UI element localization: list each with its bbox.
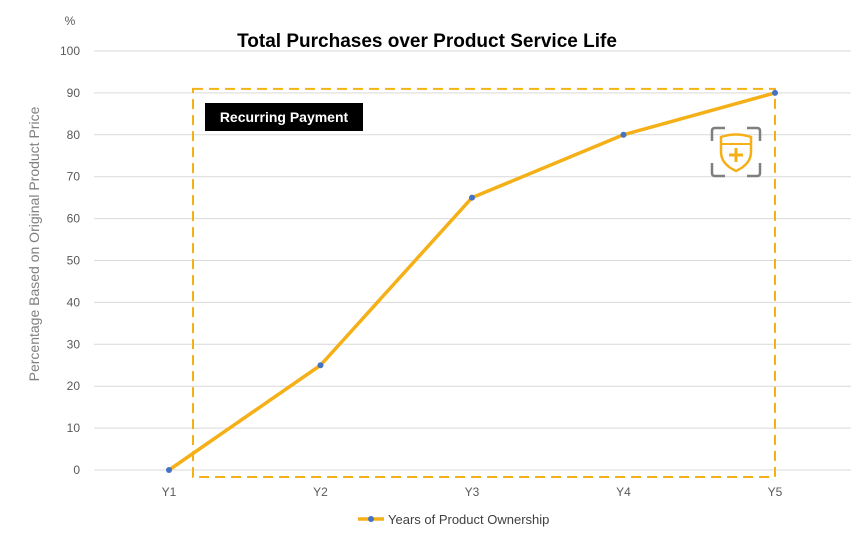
gridlines — [94, 50, 851, 471]
y-axis-unit: % — [65, 14, 76, 28]
chart-title: Total Purchases over Product Service Lif… — [237, 31, 617, 52]
y-tick-label-10: 10 — [67, 421, 81, 435]
legend[interactable]: Years of Product Ownership — [358, 512, 549, 527]
data-point-y5 — [772, 89, 778, 96]
legend-marker-swatch — [368, 516, 374, 522]
badge-label: Recurring Payment — [220, 109, 349, 125]
y-tick-label-0: 0 — [73, 463, 80, 477]
x-tick-label-y5: Y5 — [768, 485, 783, 499]
recurring-payment-badge: Recurring Payment — [205, 103, 363, 131]
y-tick-label-100: 100 — [60, 44, 80, 58]
y-tick-label-60: 60 — [67, 212, 81, 226]
y-tick-label-20: 20 — [67, 379, 81, 393]
shield-plus-icon — [710, 126, 762, 178]
y-tick-label-40: 40 — [67, 295, 81, 309]
recurring-payment-region — [192, 87, 776, 479]
x-tick-label-y1: Y1 — [162, 485, 177, 499]
y-tick-label-30: 30 — [67, 337, 81, 351]
x-tick-label-y3: Y3 — [465, 485, 480, 499]
y-axis-ticks: 0 10 20 30 40 50 60 70 80 90 100 — [60, 44, 80, 477]
x-axis-ticks: Y1 Y2 Y3 Y4 Y5 — [162, 485, 783, 499]
badge-background — [205, 103, 363, 131]
data-point-y4 — [620, 131, 627, 138]
series-line-years-of-product-ownership — [167, 91, 777, 472]
y-tick-label-70: 70 — [67, 170, 81, 184]
series-markers — [166, 89, 778, 473]
data-point-y1 — [166, 467, 172, 473]
y-axis-title: Percentage Based on Original Product Pri… — [26, 106, 42, 381]
x-tick-label-y2: Y2 — [313, 485, 328, 499]
y-tick-label-80: 80 — [67, 128, 81, 142]
x-tick-label-y4: Y4 — [616, 485, 631, 499]
data-point-y3 — [469, 194, 475, 201]
y-tick-label-50: 50 — [67, 254, 81, 268]
legend-label: Years of Product Ownership — [388, 512, 549, 527]
data-point-y2 — [317, 362, 324, 369]
y-tick-label-90: 90 — [67, 86, 81, 100]
